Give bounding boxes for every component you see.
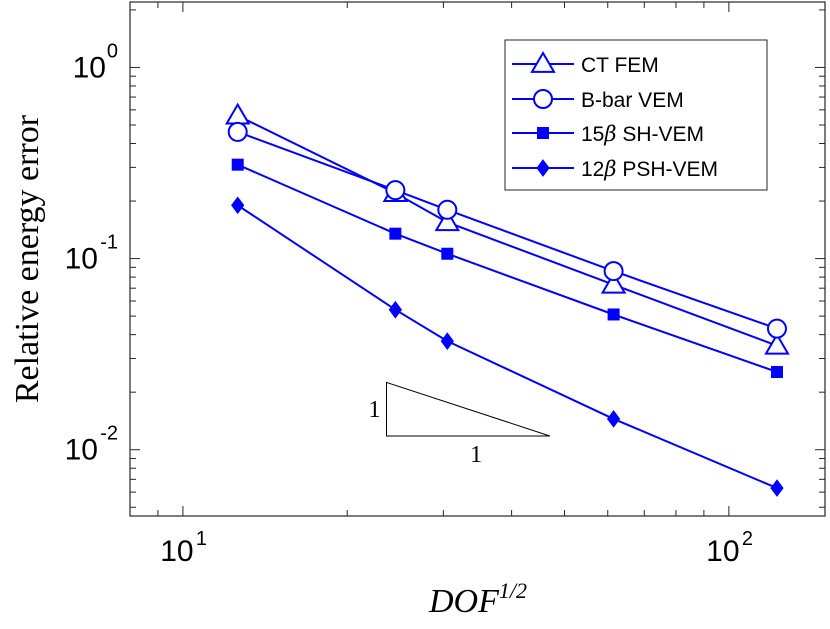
legend-marker-circle — [533, 89, 553, 109]
legend-marker-triangle — [530, 51, 556, 73]
data-point-circle — [766, 318, 787, 339]
series-circle — [227, 121, 787, 339]
x-tick-label-exponent: 2 — [742, 528, 753, 550]
data-point-circle — [603, 261, 624, 282]
y-tick-label-exponent: 0 — [107, 40, 118, 62]
y-axis-label: Relative energy error — [9, 114, 46, 403]
legend-item: 12β PSH-VEM — [512, 157, 718, 181]
legend-marker-diamond — [536, 159, 550, 177]
y-tick-label-exponent: -2 — [100, 423, 118, 445]
data-point-diamond — [231, 196, 245, 215]
y-tick-label: 10 — [65, 243, 98, 276]
data-point-square — [607, 308, 620, 321]
legend-marker-square — [537, 127, 549, 139]
slope-rise-label: 1 — [369, 397, 381, 423]
data-point-triangle — [764, 332, 790, 355]
legend-label-symbol: β — [603, 122, 616, 146]
y-tick-label-exponent: -1 — [100, 232, 118, 254]
series-diamond — [231, 196, 784, 497]
data-point-circle — [227, 121, 248, 142]
data-point-square — [389, 227, 402, 240]
slope-triangle-group: 11 — [369, 381, 550, 468]
series-group — [224, 102, 790, 497]
legend-label-suffix: PSH-VEM — [617, 158, 719, 181]
legend-label-prefix: 12 — [581, 158, 604, 181]
data-point-diamond — [770, 479, 784, 497]
slope-triangle — [386, 381, 550, 437]
legend-item: B-bar VEM — [512, 89, 684, 112]
y-tick-label: 10 — [65, 434, 98, 467]
data-point-square — [441, 247, 454, 260]
x-tick-label: 10 — [706, 535, 739, 568]
data-point-triangle — [600, 271, 627, 294]
legend-label-prefix: 15 — [581, 123, 604, 146]
legend-label: 15β SH-VEM — [581, 122, 704, 146]
axis-labels-group: Relative energy error DOF1/2 — [9, 114, 527, 620]
legend-item: 15β SH-VEM — [512, 122, 704, 146]
y-tick-label: 10 — [73, 51, 106, 84]
legend-label-symbol: β — [603, 157, 616, 181]
series-square — [231, 158, 783, 379]
data-point-triangle — [434, 209, 461, 232]
legend-label-suffix: SH-VEM — [617, 123, 705, 146]
data-point-circle — [437, 199, 458, 220]
data-point-square — [231, 158, 244, 171]
data-point-circle — [385, 180, 406, 201]
x-tick-label: 10 — [160, 535, 193, 568]
x-axis-label-main: DOF — [428, 583, 500, 620]
legend-item: CT FEM — [512, 51, 659, 77]
legend-label: B-bar VEM — [581, 89, 684, 112]
slope-run-label: 1 — [470, 442, 482, 468]
legend-label: CT FEM — [581, 54, 659, 77]
data-point-diamond — [440, 332, 454, 350]
data-point-square — [770, 366, 783, 379]
x-axis-label: DOF1/2 — [428, 578, 527, 620]
x-tick-label-exponent: 1 — [196, 528, 207, 550]
data-point-diamond — [606, 410, 621, 428]
legend-label: 12β PSH-VEM — [581, 157, 718, 181]
x-axis-label-exponent: 1/2 — [499, 578, 527, 603]
data-point-diamond — [388, 300, 403, 319]
